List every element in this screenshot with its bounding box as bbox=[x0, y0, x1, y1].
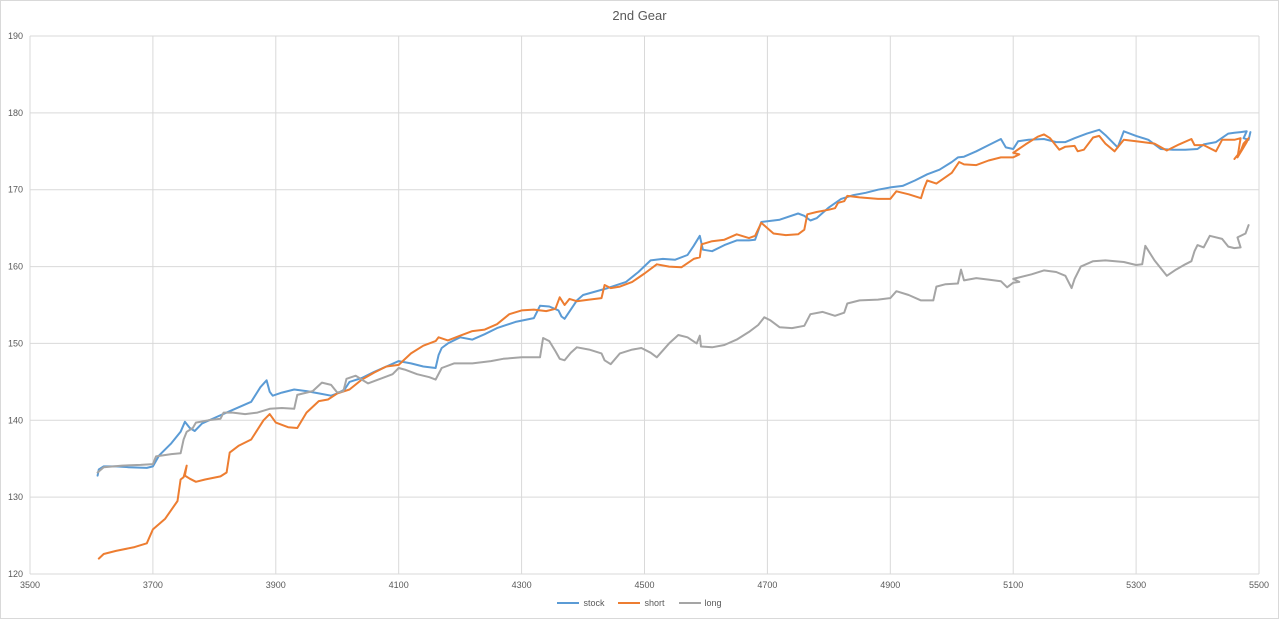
series bbox=[96, 128, 1252, 560]
legend-swatch bbox=[678, 602, 701, 604]
legend: stock short long bbox=[0, 598, 1279, 608]
axes: 120 130 140 150 160 170 180 190 3500 3700 3900 4100… bbox=[8, 31, 1269, 590]
legend-item-stock: stock bbox=[557, 598, 604, 608]
legend-swatch bbox=[557, 602, 580, 604]
x-tick-label: 4700 bbox=[757, 580, 777, 590]
x-tick-label: 5500 bbox=[1249, 580, 1269, 590]
x-tick-label: 5300 bbox=[1126, 580, 1146, 590]
series-line-stock bbox=[96, 128, 1252, 477]
y-tick-label: 140 bbox=[8, 415, 23, 425]
legend-item-long: long bbox=[678, 598, 722, 608]
y-tick-label: 190 bbox=[8, 31, 23, 41]
x-tick-label: 3700 bbox=[143, 580, 163, 590]
y-tick-label: 160 bbox=[8, 262, 23, 272]
chart-title: 2nd Gear bbox=[612, 8, 667, 23]
y-tick-label: 130 bbox=[8, 492, 23, 502]
grid bbox=[29, 35, 1260, 575]
series-line-short bbox=[97, 133, 1250, 560]
x-tick-label: 3500 bbox=[20, 580, 40, 590]
legend-label: stock bbox=[583, 598, 605, 608]
legend-label: long bbox=[704, 598, 722, 608]
legend-swatch bbox=[618, 602, 641, 604]
y-tick-label: 170 bbox=[8, 185, 23, 195]
y-tick-label: 120 bbox=[8, 569, 23, 579]
x-tick-label: 4300 bbox=[512, 580, 532, 590]
x-tick-label: 5100 bbox=[1003, 580, 1023, 590]
y-tick-label: 180 bbox=[8, 108, 23, 118]
x-tick-label: 4900 bbox=[880, 580, 900, 590]
legend-label: short bbox=[644, 598, 665, 608]
x-tick-label: 4500 bbox=[634, 580, 654, 590]
series-line-long bbox=[96, 224, 1250, 474]
legend-item-short: short bbox=[618, 598, 665, 608]
x-tick-label: 3900 bbox=[266, 580, 286, 590]
x-tick-label: 4100 bbox=[389, 580, 409, 590]
y-tick-label: 150 bbox=[8, 338, 23, 348]
